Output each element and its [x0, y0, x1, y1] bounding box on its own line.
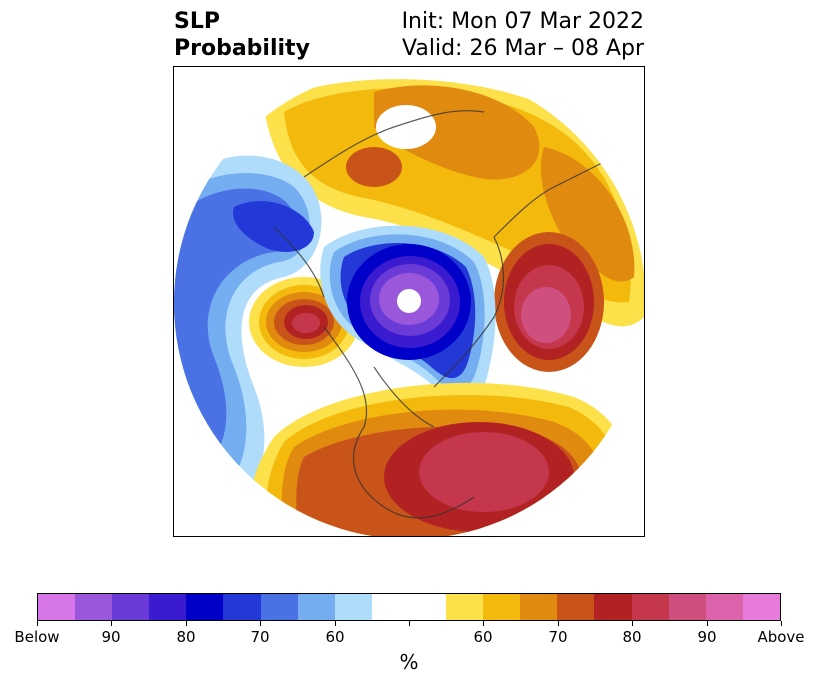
below-normal-arctic-region — [320, 225, 496, 404]
colorbar-swatch — [483, 594, 521, 620]
colorbar-swatch — [75, 594, 113, 620]
colorbar-swatch — [408, 594, 447, 620]
colorbar-tick — [558, 621, 559, 626]
map-panel — [173, 66, 645, 537]
colorbar-tick — [707, 621, 708, 626]
colorbar-tick-label: 90 — [101, 628, 121, 646]
probability-map — [174, 67, 644, 536]
coastlines — [273, 110, 615, 519]
colorbar-tick — [632, 621, 633, 626]
above-normal-northern-region — [264, 79, 644, 372]
above-normal-eastern-us-region — [250, 382, 637, 536]
colorbar-swatch — [520, 594, 558, 620]
colorbar-label: % — [399, 650, 419, 674]
colorbar-tick — [37, 621, 38, 626]
colorbar-swatch — [668, 594, 706, 620]
colorbar-swatch — [186, 594, 224, 620]
colorbar-tick-label: 80 — [176, 628, 196, 646]
colorbar-tick — [781, 621, 782, 626]
colorbar-tick-label: Below — [14, 628, 60, 646]
colorbar-tick — [335, 621, 336, 626]
colorbar-tick-label: Above — [757, 628, 805, 646]
colorbar-swatch — [705, 594, 743, 620]
colorbar-swatch — [742, 594, 780, 620]
colorbar-swatch — [446, 594, 484, 620]
colorbar-tick — [409, 621, 410, 626]
colorbar-swatch — [631, 594, 669, 620]
colorbar-swatch — [334, 594, 372, 620]
colorbar-swatch — [149, 594, 187, 620]
colorbar-swatch — [112, 594, 150, 620]
colorbar-swatch — [38, 594, 76, 620]
title-init-date: Init: Mon 07 Mar 2022 — [401, 9, 644, 34]
colorbar-tick — [483, 621, 484, 626]
colorbar-tick — [111, 621, 112, 626]
colorbar-swatch — [557, 594, 595, 620]
colorbar-tick-label: 70 — [548, 628, 568, 646]
title-valid-range: Valid: 26 Mar – 08 Apr — [402, 36, 644, 61]
colorbar-swatch — [260, 594, 298, 620]
colorbar-swatch — [297, 594, 335, 620]
map-title-left: SLP Probability — [174, 8, 310, 62]
colorbar-tick-label: 70 — [250, 628, 270, 646]
colorbar-tick — [260, 621, 261, 626]
map-title-right: Init: Mon 07 Mar 2022 Valid: 26 Mar – 08… — [402, 8, 644, 62]
colorbar-swatch — [223, 594, 261, 620]
colorbar-tick-label: 90 — [697, 628, 717, 646]
colorbar-tick-label: 60 — [473, 628, 493, 646]
colorbar — [37, 593, 781, 621]
colorbar-swatch — [371, 594, 409, 620]
title-variable: SLP — [174, 9, 220, 34]
colorbar-tick — [186, 621, 187, 626]
colorbar-swatch — [594, 594, 632, 620]
title-product: Probability — [174, 36, 310, 61]
colorbar-tick-label: 60 — [325, 628, 345, 646]
colorbar-tick-label: 80 — [622, 628, 642, 646]
